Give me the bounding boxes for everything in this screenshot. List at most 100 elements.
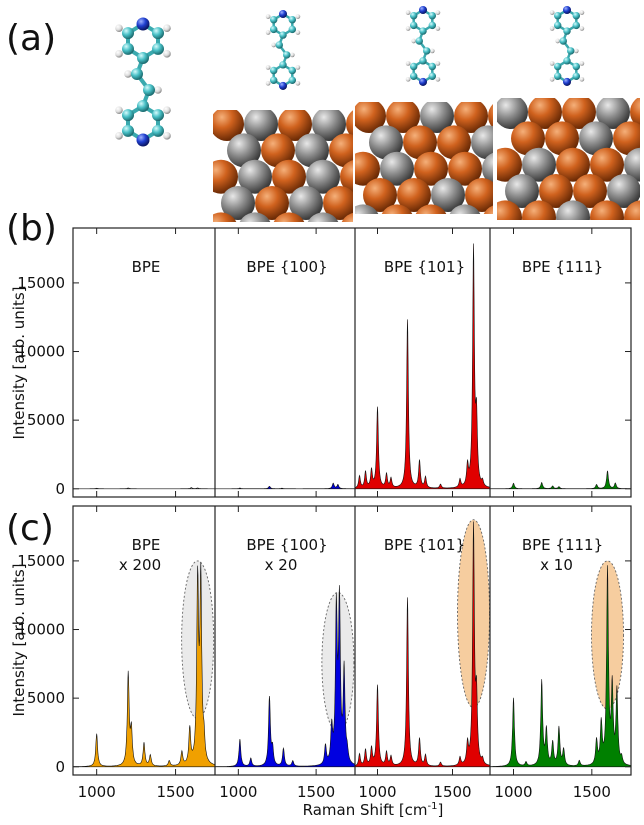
carbon-atom <box>553 72 562 80</box>
carbon-atom <box>152 124 164 137</box>
subplot-title: BPE <box>132 258 161 276</box>
carbon-atom <box>428 62 437 71</box>
copper-atom <box>590 200 624 220</box>
hydrogen-atom <box>265 65 271 70</box>
hydrogen-atom <box>435 10 441 15</box>
carbon-atom <box>131 68 143 80</box>
hydrogen-atom <box>265 30 271 35</box>
carbon-atom <box>423 47 431 55</box>
silver-atom <box>431 178 465 213</box>
subplot-scale-factor: x 200 <box>119 556 161 574</box>
copper-atom <box>556 147 590 182</box>
copper-atom <box>613 121 640 156</box>
copper-atom <box>213 110 244 141</box>
subplot-title: BPE {100} <box>246 258 327 276</box>
copper-atom <box>545 121 579 156</box>
carbon-atom <box>269 25 278 34</box>
carbon-atom <box>572 72 581 80</box>
silver-atom <box>307 212 339 222</box>
carbon-atom <box>419 27 427 35</box>
hydrogen-atom <box>549 61 555 66</box>
subplot-title: BPE <box>132 536 161 554</box>
nitrogen-atom <box>136 17 150 31</box>
slab-100 <box>213 110 353 222</box>
copper-atom <box>381 204 413 214</box>
silver-atom <box>369 125 403 160</box>
carbon-atom <box>269 66 278 75</box>
copper-atom <box>278 110 312 141</box>
spectrum-area <box>73 487 215 490</box>
carbon-atom <box>279 61 287 69</box>
hydrogen-atom <box>163 50 171 58</box>
hydrogen-atom <box>555 38 561 44</box>
hydrogen-atom <box>405 76 411 82</box>
carbon-atom <box>143 84 155 96</box>
hydrogen-atom <box>115 132 123 140</box>
subplot-title: BPE {111} <box>522 536 603 554</box>
silver-atom <box>556 200 590 220</box>
silver-atom <box>289 186 323 221</box>
copper-atom <box>448 151 482 186</box>
subplot-title: BPE {101} <box>384 536 465 554</box>
y-tick-label: 0 <box>55 758 65 776</box>
copper-atom <box>272 159 306 194</box>
silver-atom <box>227 133 261 168</box>
spectrum-area <box>354 521 491 768</box>
copper-atom <box>415 204 447 214</box>
x-tick-label: 1000 <box>358 783 396 801</box>
hydrogen-atom <box>115 24 123 32</box>
copper-atom <box>340 160 353 194</box>
carbon-atom <box>559 37 568 45</box>
silver-atom <box>244 110 278 141</box>
subplot-title: BPE {100} <box>246 536 327 554</box>
spectrum-area <box>72 561 216 768</box>
y-axis-label-b: Intensity [arb. units] <box>10 286 28 439</box>
copper-atom <box>323 186 353 221</box>
copper-atom <box>454 102 488 133</box>
subplot-1: BPE x 200 1000 1500 <box>72 506 216 801</box>
panel-label-c: (c) <box>6 508 54 549</box>
silver-atom <box>497 98 528 129</box>
nitrogen-atom <box>136 133 150 147</box>
hydrogen-atom <box>265 14 271 19</box>
hydrogen-atom <box>579 26 585 31</box>
copper-atom <box>465 231 499 265</box>
copper-atom <box>497 147 522 182</box>
hydrogen-atom <box>154 86 162 94</box>
plot-frame <box>72 227 632 498</box>
copper-atom <box>363 178 397 213</box>
silver-atom <box>607 174 640 209</box>
copper-atom <box>539 174 573 209</box>
copper-atom <box>573 227 607 261</box>
subplot-2: BPE {100} <box>214 228 356 497</box>
silver-atom <box>306 159 340 194</box>
hydrogen-atom <box>405 26 411 31</box>
carbon-atom <box>572 11 581 20</box>
silver-atom <box>295 133 329 168</box>
carbon-atom <box>288 76 297 84</box>
carbon-atom <box>572 21 581 30</box>
bpe-on-111 <box>549 5 585 86</box>
subplot-2: BPE {100} x 20 1000 1500 <box>214 506 356 801</box>
y-tick-label: 0 <box>55 480 65 498</box>
silver-atom <box>221 186 255 221</box>
silver-atom <box>596 98 630 129</box>
plot-frame <box>72 505 632 776</box>
copper-atom <box>624 200 640 220</box>
carbon-atom <box>415 37 423 45</box>
subplot-4: BPE {111} <box>489 228 632 497</box>
carbon-atom <box>409 11 418 20</box>
carbon-atom <box>122 27 134 40</box>
spectra-panel-b: BPE BPE {100} BPE {101} BPE {111} 0 5000 10000… <box>17 227 632 498</box>
copper-atom <box>255 186 289 221</box>
silver-atom <box>505 174 539 209</box>
copper-atom <box>562 98 596 129</box>
hydrogen-atom <box>411 38 417 44</box>
hydrogen-atom <box>289 52 295 58</box>
carbon-atom <box>152 42 164 55</box>
hydrogen-atom <box>265 80 271 86</box>
hydrogen-atom <box>115 50 123 58</box>
bpe-on-100 <box>265 9 301 90</box>
carbon-atom <box>137 52 149 64</box>
copper-atom <box>355 151 380 186</box>
